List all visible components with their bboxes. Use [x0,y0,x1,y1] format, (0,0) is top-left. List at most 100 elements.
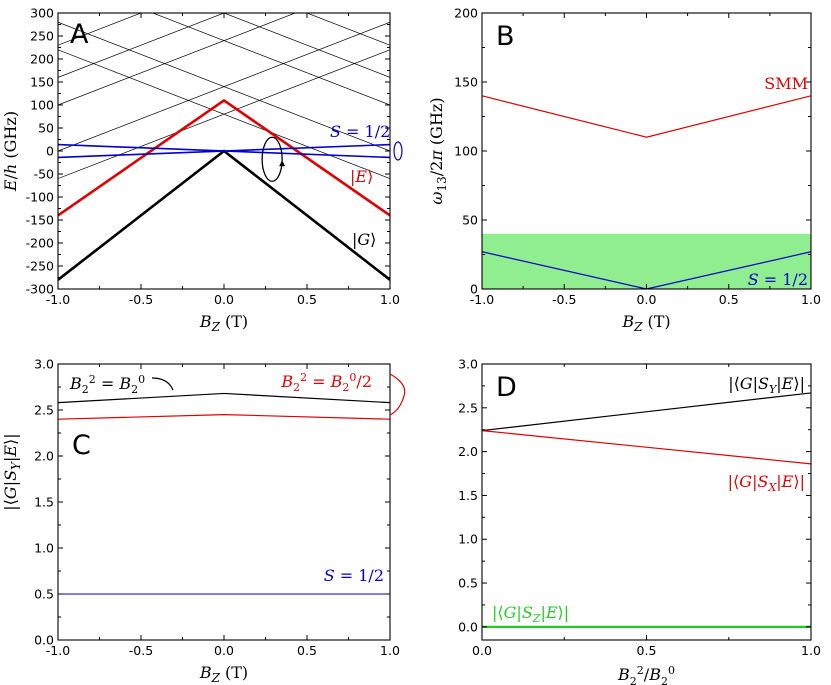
series-line [58,149,390,281]
y-axis-label: ω13/2π (GHz) [427,97,449,204]
x-axis-label: BZ (T) [199,663,248,685]
annotation-sz: |⟨G|SZ|E⟩| [492,603,569,625]
y-tick-label: 0 [470,282,478,297]
y-tick-label: 200 [30,52,54,67]
annotation-b22-eq-b20: B22 = B20 [69,373,145,396]
background-level-line [151,13,390,106]
series-line [482,95,811,138]
annotation-e-state: |E⟩ [350,167,373,186]
x-axis-label: B22/B20 [617,664,675,685]
x-tick-label: 1.0 [380,292,400,307]
y-axis-label: E/h (GHz) [1,111,20,192]
y-tick-label: 2.5 [34,403,54,418]
series-line [482,392,811,432]
x-tick-label: -1.0 [470,292,494,307]
y-tick-label: 150 [30,75,54,90]
y-tick-label: 1.0 [458,532,478,547]
y-tick-label: -150 [26,213,54,228]
annotation-s-half: S = 1/2 [330,122,390,141]
annotation-bracket [389,373,406,416]
series-line [482,251,811,289]
panel-letter: B [496,21,515,52]
background-level-line [223,13,390,78]
x-tick-label: 1.0 [801,292,821,307]
panel-letter: C [72,430,91,461]
y-axis-label: |⟨G|SY|E⟩| [1,433,23,510]
series-line [58,413,390,420]
y-tick-label: -100 [26,190,54,205]
y-axis-label-text: |⟨G|SY|E⟩| [1,433,23,510]
series-line [58,143,390,159]
arrow-head-icon [279,160,286,167]
x-tick-label: 0.0 [214,643,234,658]
x-tick-label: 0.0 [472,643,492,658]
y-tick-label: 300 [30,6,54,21]
x-tick-label: -0.5 [552,292,576,307]
y-tick-label: 100 [454,144,478,159]
x-axis-label: BZ (T) [621,312,670,334]
y-tick-label: 50 [462,213,478,228]
y-tick-label: 0.5 [34,587,54,602]
x-tick-label: 0.5 [719,292,739,307]
y-tick-label: 1.5 [458,488,478,503]
annotation-smm: SMM [764,74,808,93]
y-tick-label: 100 [30,98,54,113]
plot-area [58,13,390,281]
panel-letter: D [496,372,517,403]
y-tick-label: 2.0 [458,444,478,459]
y-tick-label: -250 [26,259,54,274]
y-tick-label: 2.0 [34,449,54,464]
x-tick-label: 0.5 [297,643,317,658]
axes-frame [57,363,391,641]
x-tick-label: -1.0 [46,292,70,307]
x-tick-label: 0.5 [637,643,657,658]
background-level-line [58,49,390,179]
panel-a: -1.0 -0.5 0.0 0.5 1.0 -300 -250 -200 -150 -100 -50… [1,6,403,334]
shaded-band [482,233,811,289]
y-tick-label: -300 [26,282,54,297]
y-tick-label: 3.0 [458,357,478,372]
x-tick-label: 0.5 [297,292,317,307]
y-axis-label-text: ω13/2π (GHz) [427,97,449,204]
y-tick-label: 3.0 [34,357,54,372]
x-tick-label: 0.0 [637,292,657,307]
plot-area [58,392,390,595]
y-tick-label: 0.0 [458,619,478,634]
series-line [58,98,390,217]
x-tick-label: -1.0 [46,643,70,658]
background-level-line [306,13,390,46]
y-tick-label: 1.5 [34,495,54,510]
x-tick-label: 1.0 [801,643,821,658]
annotation-sy: |⟨G|SY|E⟩| [728,374,805,396]
series-line [58,392,390,404]
panel-c: -1.0 -0.5 0.0 0.5 1.0 0.0 0.5 1.0 1.5 2.0 2.5 3.0 C B… [1,357,406,685]
annotation-g-state: |G⟩ [352,230,376,249]
x-axis-label: BZ (T) [199,312,248,334]
transition-loop-icon [393,141,403,161]
plot-area [482,392,811,628]
annotation-b22-eq-b20-half: B22 = B20/2 [280,371,372,394]
x-tick-label: -0.5 [129,643,153,658]
y-tick-label: 200 [454,6,478,21]
annotation-pointer [151,377,174,391]
annotation-sx: |⟨G|SX|E⟩| [728,472,805,494]
series-line [482,429,811,465]
y-tick-label: 0 [46,144,54,159]
plot-area [482,95,811,289]
annotation-s-half: S = 1/2 [324,566,384,585]
y-tick-label: 0.5 [458,576,478,591]
background-level-line [58,13,142,46]
panel-b: -1.0 -0.5 0.0 0.5 1.0 0 50 100 150 200 B BZ (T) ω13/… [427,6,821,335]
panel-d: 0.0 0.5 1.0 0.0 0.5 1.0 1.5 2.0 2.5 3.0 D B22/B20 |⟨… [458,357,821,685]
background-level-line [58,13,225,78]
y-tick-label: -50 [34,167,54,182]
x-tick-label: -0.5 [129,292,153,307]
y-tick-label: 50 [38,121,54,136]
y-tick-label: 150 [454,75,478,90]
annotation-s-half: S = 1/2 [748,270,808,289]
y-tick-label: 2.5 [458,400,478,415]
y-tick-label: 250 [30,29,54,44]
x-tick-label: 0.0 [214,292,234,307]
x-tick-label: 1.0 [380,643,400,658]
